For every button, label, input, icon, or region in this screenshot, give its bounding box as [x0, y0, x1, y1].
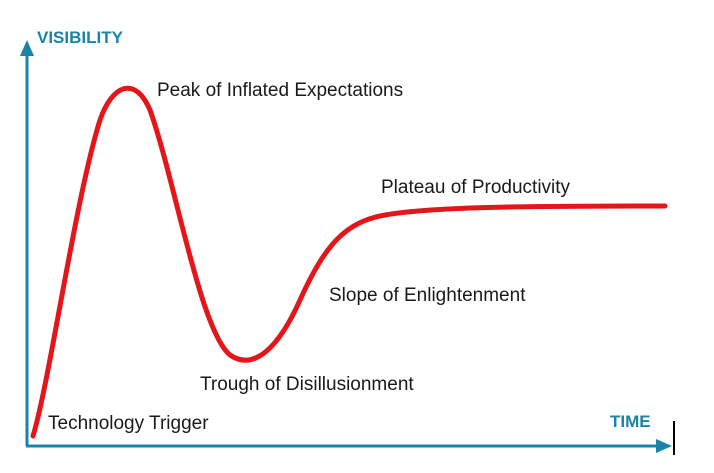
y-axis-label: VISIBILITY	[37, 28, 123, 47]
phase-label-peak: Peak of Inflated Expectations	[157, 80, 404, 101]
x-axis-label: TIME	[610, 412, 651, 431]
phase-label-plateau: Plateau of Productivity	[381, 177, 571, 198]
phase-label-trough: Trough of Disillusionment	[200, 374, 414, 395]
text-cursor	[673, 421, 675, 455]
y-axis-arrow-icon	[20, 40, 34, 56]
hype-curve	[30, 85, 668, 439]
x-axis-arrow-icon	[656, 439, 672, 453]
phase-label-technology-trigger: Technology Trigger	[48, 413, 209, 434]
phase-label-slope: Slope of Enlightenment	[329, 285, 526, 306]
